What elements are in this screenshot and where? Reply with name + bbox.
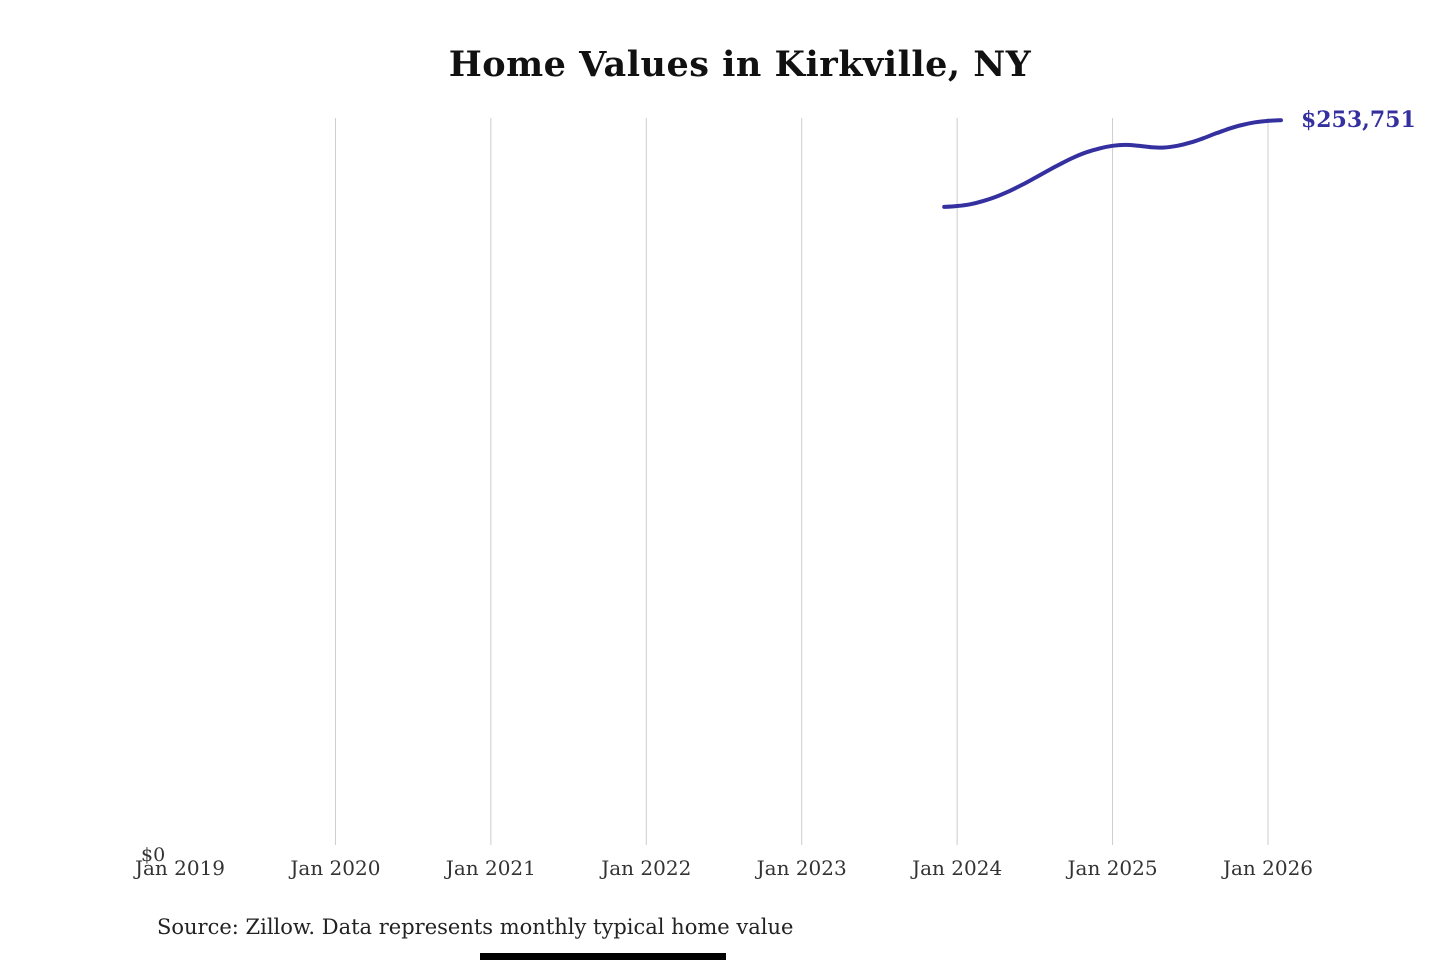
x-tick-label: Jan 2025	[1067, 856, 1158, 880]
bottom-edge-bar	[480, 953, 726, 960]
home-value-line	[942, 118, 1283, 209]
y-axis-zero-label: $0	[141, 844, 166, 866]
x-tick-label: Jan 2019	[134, 856, 226, 880]
x-tick-label: Jan 2024	[912, 856, 1003, 880]
x-tick-label: Jan 2023	[756, 856, 847, 880]
latest-value-label: $253,751	[1300, 107, 1416, 134]
vertical-gridlines	[334, 118, 1269, 845]
source-note: Source: Zillow. Data represents monthly …	[157, 915, 794, 939]
x-tick-label: Jan 2021	[445, 856, 536, 880]
x-tick-label: Jan 2020	[290, 856, 381, 880]
x-tick-label: Jan 2022	[601, 856, 692, 880]
chart-title: Home Values in Kirkville, NY	[448, 44, 1032, 85]
x-tick-label: Jan 2026	[1222, 856, 1314, 880]
